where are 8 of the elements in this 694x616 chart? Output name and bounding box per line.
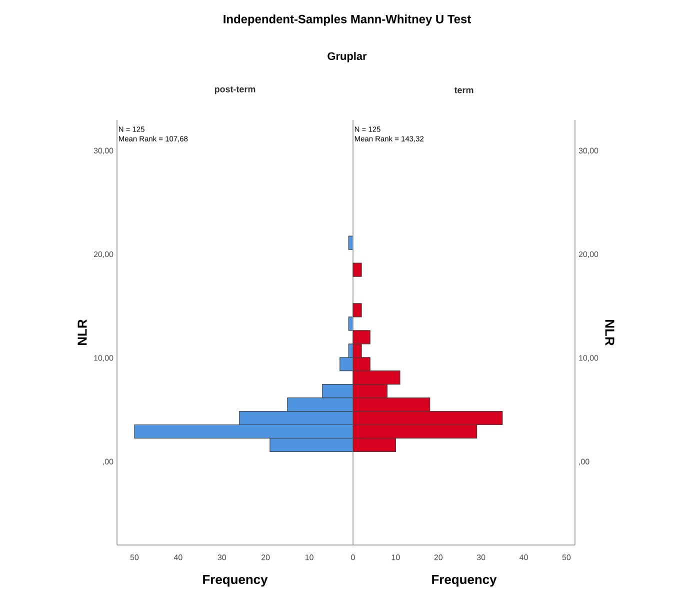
x-axis-title: Frequency [432, 575, 497, 587]
chart-title: Independent-Samples Mann-Whitney U Test [224, 14, 471, 26]
text: term [454, 87, 474, 94]
chart-subtitle: Gruplar [328, 52, 367, 62]
text: post-term [214, 86, 256, 94]
y-axis-title: NLR [605, 320, 614, 346]
x-axis-title: Frequency [203, 575, 268, 587]
y-axis-title: NLR [78, 319, 87, 345]
